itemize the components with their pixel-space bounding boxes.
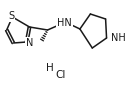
Text: HN: HN [57,18,72,28]
Text: NH: NH [111,33,126,43]
Text: N: N [26,38,33,48]
Text: S: S [8,11,14,21]
Text: H: H [46,63,53,73]
Text: Cl: Cl [56,70,66,80]
